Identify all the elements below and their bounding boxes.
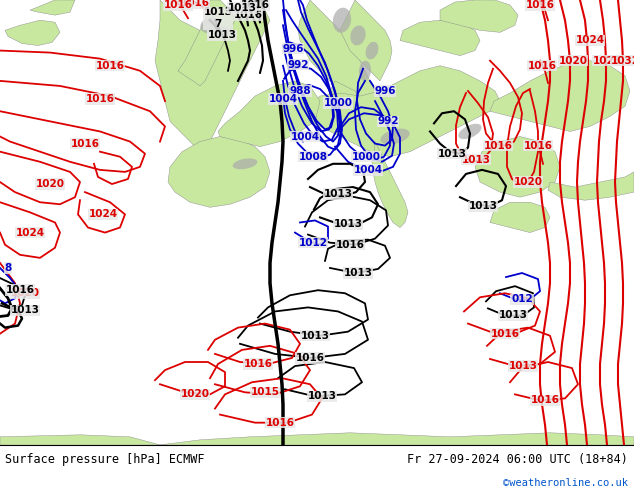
Text: 1000: 1000: [323, 98, 353, 108]
Text: 1008: 1008: [299, 152, 328, 162]
Polygon shape: [440, 0, 518, 32]
Text: 996: 996: [282, 44, 304, 53]
Text: 1013: 1013: [307, 392, 337, 401]
Ellipse shape: [458, 124, 482, 139]
Text: 1016: 1016: [6, 285, 34, 295]
Text: 1016: 1016: [335, 240, 365, 250]
Text: 1013: 1013: [333, 220, 363, 229]
Polygon shape: [340, 0, 392, 81]
Text: 1016: 1016: [266, 417, 295, 428]
Polygon shape: [178, 0, 235, 86]
Text: 1020: 1020: [514, 177, 543, 187]
Text: 8: 8: [4, 263, 11, 273]
Text: 1000: 1000: [351, 152, 380, 162]
Polygon shape: [30, 0, 75, 15]
Polygon shape: [308, 66, 500, 157]
Text: 1016: 1016: [240, 0, 269, 10]
Text: 1004: 1004: [268, 94, 297, 104]
Ellipse shape: [214, 26, 230, 39]
Polygon shape: [400, 20, 480, 56]
Text: Fr 27-09-2024 06:00 UTC (18+84): Fr 27-09-2024 06:00 UTC (18+84): [407, 453, 628, 466]
Text: 1016: 1016: [164, 0, 193, 10]
Polygon shape: [548, 172, 634, 200]
Text: 1028: 1028: [593, 56, 621, 66]
Polygon shape: [0, 433, 634, 445]
Text: 992: 992: [377, 116, 399, 126]
Text: 992: 992: [287, 60, 309, 70]
Text: 1024: 1024: [88, 209, 117, 220]
Text: 1016: 1016: [524, 141, 552, 150]
Ellipse shape: [359, 61, 371, 81]
Text: 1013: 1013: [11, 305, 39, 316]
Text: 1013: 1013: [508, 361, 538, 371]
Polygon shape: [490, 61, 630, 131]
Text: 1013: 1013: [344, 268, 373, 278]
Text: 1016: 1016: [243, 359, 273, 369]
Text: 1013: 1013: [462, 155, 491, 165]
Text: 988: 988: [289, 86, 311, 96]
Polygon shape: [218, 81, 320, 147]
Text: 1012: 1012: [299, 238, 328, 247]
Text: 012: 012: [511, 294, 533, 304]
Text: 1004: 1004: [290, 131, 320, 142]
Ellipse shape: [333, 8, 351, 33]
Text: 1024: 1024: [15, 227, 44, 238]
Text: 1016: 1016: [491, 329, 519, 339]
Text: 1013: 1013: [469, 201, 498, 211]
Text: ©weatheronline.co.uk: ©weatheronline.co.uk: [503, 478, 628, 488]
Text: 1013: 1013: [228, 3, 257, 13]
Text: 1016: 1016: [233, 10, 262, 20]
Polygon shape: [328, 81, 360, 116]
Text: 1016: 1016: [96, 61, 124, 71]
Text: 1020: 1020: [36, 179, 65, 189]
Ellipse shape: [233, 158, 257, 169]
Text: 1016: 1016: [526, 0, 555, 10]
Text: 1016: 1016: [295, 353, 325, 363]
Polygon shape: [168, 137, 270, 207]
Text: 1013: 1013: [437, 148, 467, 159]
Ellipse shape: [366, 42, 378, 59]
Polygon shape: [475, 137, 560, 197]
Polygon shape: [5, 20, 60, 46]
Text: 996: 996: [374, 86, 396, 96]
Ellipse shape: [200, 17, 220, 33]
Text: 1016: 1016: [181, 0, 209, 8]
Text: 1016: 1016: [527, 61, 557, 71]
Polygon shape: [372, 142, 408, 227]
Text: 1032: 1032: [611, 56, 634, 66]
Polygon shape: [155, 0, 270, 152]
Ellipse shape: [380, 129, 410, 145]
Text: 1020: 1020: [181, 390, 209, 399]
Text: Surface pressure [hPa] ECMWF: Surface pressure [hPa] ECMWF: [5, 453, 205, 466]
Text: 1020: 1020: [559, 56, 588, 66]
Text: 1016: 1016: [86, 94, 115, 104]
Polygon shape: [298, 0, 375, 111]
Text: 1013: 1013: [207, 30, 236, 40]
Text: 1013
7: 1013 7: [204, 7, 233, 29]
Text: 1024: 1024: [576, 35, 605, 46]
Text: 1016: 1016: [70, 139, 100, 148]
Text: 1013: 1013: [301, 331, 330, 341]
Text: 1020: 1020: [11, 288, 39, 298]
Text: 1013: 1013: [323, 189, 353, 199]
Text: 1004: 1004: [353, 165, 382, 175]
Polygon shape: [490, 202, 550, 233]
Text: 1016: 1016: [531, 395, 559, 405]
Ellipse shape: [351, 25, 366, 46]
Text: 1016: 1016: [484, 141, 512, 150]
Text: 1015: 1015: [250, 387, 280, 397]
Text: 1013: 1013: [498, 311, 527, 320]
